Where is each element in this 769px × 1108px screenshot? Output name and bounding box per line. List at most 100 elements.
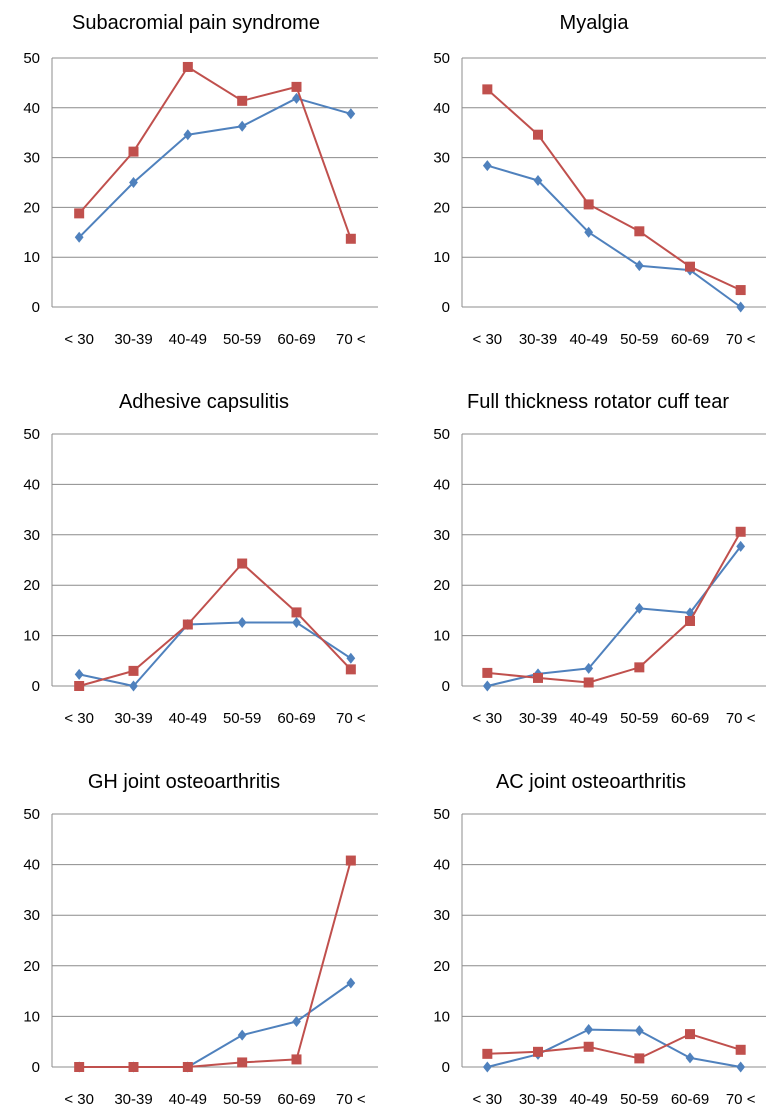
y-tick-label: 10 bbox=[433, 249, 450, 266]
x-tick-label: < 30 bbox=[64, 331, 94, 348]
data-point-diamond bbox=[129, 680, 138, 692]
y-tick-label: 0 bbox=[442, 299, 450, 316]
x-tick-label: 40-49 bbox=[169, 331, 207, 348]
x-tick-label: 60-69 bbox=[671, 1091, 709, 1108]
data-point-square bbox=[128, 665, 139, 676]
x-tick-label: 30-39 bbox=[114, 1091, 152, 1108]
x-tick-label: 70 < bbox=[726, 331, 756, 348]
y-tick-label: 50 bbox=[433, 426, 450, 443]
y-tick-label: 40 bbox=[433, 100, 450, 117]
y-tick-label: 50 bbox=[23, 806, 40, 823]
data-point-square bbox=[291, 81, 302, 92]
series-1 bbox=[74, 616, 356, 692]
data-point-diamond bbox=[634, 602, 644, 614]
x-tick-label: 60-69 bbox=[277, 1091, 315, 1108]
series-1 bbox=[74, 977, 356, 1073]
data-point-square bbox=[291, 1054, 302, 1065]
series-2 bbox=[482, 526, 746, 688]
x-tick-label: < 30 bbox=[64, 1091, 94, 1108]
data-point-square bbox=[533, 672, 543, 683]
y-tick-label: 30 bbox=[433, 907, 450, 924]
series-2 bbox=[74, 61, 356, 244]
chart-title: Adhesive capsulitis bbox=[119, 391, 289, 413]
x-tick-label: 40-49 bbox=[169, 710, 207, 727]
x-tick-label: 70 < bbox=[336, 710, 366, 727]
series-line bbox=[79, 982, 352, 1068]
data-point-square bbox=[482, 1048, 493, 1059]
data-point-diamond bbox=[685, 1052, 695, 1064]
y-tick-label: 30 bbox=[23, 907, 40, 924]
x-tick-label: 60-69 bbox=[671, 710, 709, 727]
y-tick-label: 20 bbox=[433, 958, 450, 975]
series-line bbox=[486, 88, 742, 292]
x-tick-label: 50-59 bbox=[223, 1091, 261, 1108]
data-point-diamond bbox=[584, 1024, 594, 1036]
y-tick-label: 10 bbox=[433, 628, 450, 645]
data-point-square bbox=[128, 146, 139, 157]
chart-title: AC joint osteoarthritis bbox=[496, 771, 686, 793]
chart-panel: Full thickness rotator cuff tear 0 10 20 30 4… bbox=[433, 391, 766, 727]
data-point-diamond bbox=[237, 120, 247, 132]
series-2 bbox=[482, 1029, 746, 1064]
data-point-square bbox=[583, 1041, 594, 1052]
chart-title: Subacromial pain syndrome bbox=[72, 12, 320, 34]
data-point-diamond bbox=[584, 662, 594, 674]
x-tick-label: 70 < bbox=[726, 1091, 756, 1108]
data-point-square bbox=[237, 558, 248, 569]
data-point-square bbox=[345, 855, 356, 866]
data-point-diamond bbox=[346, 977, 356, 989]
chart-panel: Adhesive capsulitis 0 10 20 30 40 50 < 30 30-39 4… bbox=[23, 391, 378, 727]
series-line bbox=[79, 860, 352, 1068]
data-point-square bbox=[482, 667, 493, 678]
x-tick-label: < 30 bbox=[473, 710, 503, 727]
y-tick-label: 50 bbox=[433, 806, 450, 823]
chart-panel: AC joint osteoarthritis 0 10 20 30 40 50 < 30 30… bbox=[433, 771, 766, 1108]
data-point-square bbox=[634, 1053, 645, 1064]
data-point-diamond bbox=[292, 92, 301, 104]
data-point-square bbox=[182, 61, 193, 72]
series-2 bbox=[482, 84, 746, 296]
data-point-diamond bbox=[736, 540, 746, 552]
y-tick-label: 0 bbox=[442, 678, 450, 695]
y-tick-label: 0 bbox=[32, 678, 40, 695]
y-tick-label: 10 bbox=[23, 249, 40, 266]
x-tick-label: < 30 bbox=[64, 710, 94, 727]
x-tick-label: 70 < bbox=[336, 331, 366, 348]
x-tick-label: 40-49 bbox=[569, 710, 607, 727]
data-point-square bbox=[685, 261, 695, 272]
data-point-diamond bbox=[482, 680, 492, 692]
y-tick-label: 40 bbox=[23, 100, 40, 117]
data-point-diamond bbox=[237, 616, 247, 628]
y-tick-label: 0 bbox=[32, 1059, 40, 1076]
chart-title: Full thickness rotator cuff tear bbox=[467, 391, 729, 413]
chart-title: Myalgia bbox=[560, 12, 630, 34]
data-point-square bbox=[128, 1062, 139, 1072]
x-tick-label: 50-59 bbox=[620, 1091, 658, 1108]
series-1 bbox=[482, 160, 746, 313]
chart-panel: Myalgia 0 10 20 30 40 50 < 30 30-39 40-49 50-59 60-… bbox=[433, 12, 766, 348]
series-2 bbox=[74, 855, 356, 1072]
data-point-square bbox=[74, 208, 85, 219]
y-tick-label: 40 bbox=[433, 857, 450, 874]
data-point-square bbox=[345, 664, 356, 675]
data-point-diamond bbox=[129, 177, 138, 188]
x-tick-label: 60-69 bbox=[671, 331, 709, 348]
x-tick-label: 50-59 bbox=[223, 710, 261, 727]
series-line bbox=[78, 621, 352, 687]
x-tick-label: 70 < bbox=[726, 710, 756, 727]
data-point-diamond bbox=[584, 226, 594, 238]
data-point-diamond bbox=[533, 175, 543, 187]
data-point-square bbox=[685, 1029, 695, 1040]
y-tick-label: 30 bbox=[433, 527, 450, 544]
data-point-square bbox=[345, 233, 356, 244]
chart-panel: Subacromial pain syndrome 0 10 20 30 40 50 < 30… bbox=[23, 12, 378, 348]
y-tick-label: 20 bbox=[433, 199, 450, 216]
data-point-square bbox=[482, 84, 493, 95]
y-tick-label: 20 bbox=[23, 199, 40, 216]
y-tick-label: 40 bbox=[23, 476, 40, 493]
x-tick-label: 40-49 bbox=[169, 1091, 207, 1108]
x-tick-label: 50-59 bbox=[223, 331, 261, 348]
y-tick-label: 20 bbox=[433, 577, 450, 594]
data-point-square bbox=[237, 1057, 248, 1068]
